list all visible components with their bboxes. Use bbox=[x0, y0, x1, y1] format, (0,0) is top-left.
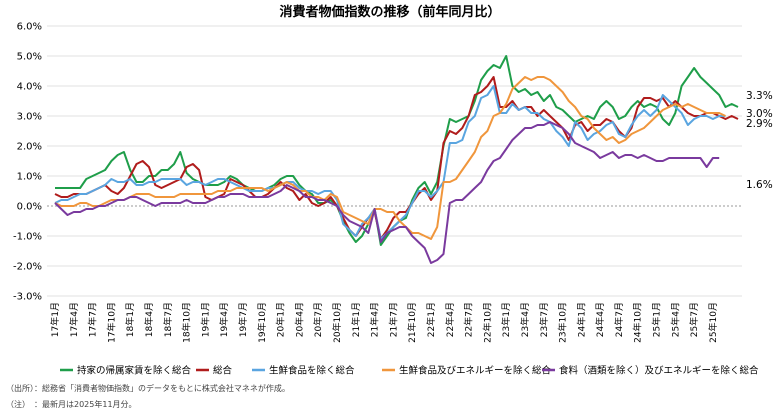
x-tick-label: 23年10月 bbox=[557, 302, 569, 343]
y-tick-label: 0.0% bbox=[17, 202, 42, 213]
x-tick-label: 20年1月 bbox=[275, 302, 287, 337]
source-note: （出所）：総務省「消費者物価指数」のデータをもとに株式会社マネネが作成。 bbox=[6, 384, 290, 393]
x-tick-label: 18年4月 bbox=[143, 302, 155, 337]
x-tick-label: 23年7月 bbox=[538, 302, 550, 337]
x-tick-label: 19年4月 bbox=[218, 302, 230, 337]
x-tick-label: 22年7月 bbox=[463, 302, 475, 337]
end-label: 3.0% bbox=[746, 108, 773, 120]
legend-label: 総合 bbox=[213, 365, 233, 377]
series-lines bbox=[54, 55, 739, 264]
y-axis-ticks: 6.0% 5.0% 4.0% 3.0% 2.0% 1.0% 0.0% -1.0% -2.0% -3… bbox=[13, 22, 42, 303]
x-tick-label: 20年10月 bbox=[331, 302, 343, 343]
x-tick-label: 18年1月 bbox=[124, 302, 136, 337]
legend: 持家の帰属家賃を除く総合 総合 生鮮食品を除く総合 生鮮食品及びエネルギーを除く総合食… bbox=[60, 365, 759, 377]
x-tick-label: 24年7月 bbox=[613, 302, 625, 337]
x-tick-label: 21年7月 bbox=[387, 302, 399, 337]
x-tick-label: 24年10月 bbox=[632, 302, 644, 343]
x-tick-label: 21年4月 bbox=[369, 302, 381, 337]
y-tick-label: 5.0% bbox=[17, 52, 42, 63]
series-line-4 bbox=[54, 121, 720, 264]
x-tick-label: 25年4月 bbox=[669, 302, 681, 337]
x-tick-label: 24年4月 bbox=[594, 302, 606, 337]
end-label: 1.6% bbox=[746, 179, 773, 191]
x-tick-label: 19年10月 bbox=[256, 302, 268, 343]
footnote: （注） ：最新月は2025年11月分。 bbox=[6, 400, 137, 409]
x-tick-label: 20年7月 bbox=[312, 302, 324, 337]
x-tick-label: 25年7月 bbox=[688, 302, 700, 337]
gridlines bbox=[47, 25, 742, 297]
x-tick-label: 19年7月 bbox=[237, 302, 249, 337]
series-line-2 bbox=[54, 85, 726, 240]
y-tick-label: -3.0% bbox=[13, 292, 42, 303]
legend-label: 生鮮食品及びエネルギーを除く総合 bbox=[399, 365, 552, 377]
x-axis-ticks: 17年1月 17年4月 17年7月 17年10月 18年1月 18年4月 18年7月 18年1… bbox=[49, 302, 719, 343]
x-tick-label: 23年1月 bbox=[500, 302, 512, 337]
chart-title: 消費者物価指数の推移（前年同月比） bbox=[279, 4, 500, 20]
x-tick-label: 22年4月 bbox=[444, 302, 456, 337]
end-label: 3.3% bbox=[746, 90, 773, 102]
y-tick-label: 2.0% bbox=[17, 142, 42, 153]
legend-label: 持家の帰属家賃を除く総合 bbox=[77, 365, 192, 377]
end-label: 2.9% bbox=[746, 118, 773, 130]
y-tick-label: 6.0% bbox=[17, 22, 42, 33]
legend-label: 食料（酒類を除く）及びエネルギーを除く総合 bbox=[559, 365, 759, 377]
x-tick-label: 22年10月 bbox=[481, 302, 493, 343]
x-tick-label: 20年4月 bbox=[293, 302, 305, 337]
x-tick-label: 17年1月 bbox=[49, 302, 61, 337]
series-line-3 bbox=[54, 76, 726, 240]
x-tick-label: 17年7月 bbox=[87, 302, 99, 337]
y-tick-label: 4.0% bbox=[17, 82, 42, 93]
y-tick-label: 3.0% bbox=[17, 112, 42, 123]
x-tick-label: 25年1月 bbox=[651, 302, 663, 337]
x-tick-label: 24年1月 bbox=[575, 302, 587, 337]
x-tick-label: 25年10月 bbox=[707, 302, 719, 343]
x-tick-label: 17年4月 bbox=[68, 302, 80, 337]
y-tick-label: -2.0% bbox=[13, 262, 42, 273]
x-tick-label: 22年1月 bbox=[425, 302, 437, 337]
x-tick-label: 18年7月 bbox=[162, 302, 174, 337]
x-tick-label: 21年1月 bbox=[350, 302, 362, 337]
y-tick-label: -1.0% bbox=[13, 232, 42, 243]
end-labels: 3.3% 3.0%2.9% 1.6% bbox=[746, 90, 773, 191]
x-tick-label: 18年10月 bbox=[181, 302, 193, 343]
y-tick-label: 1.0% bbox=[17, 172, 42, 183]
x-tick-label: 23年4月 bbox=[519, 302, 531, 337]
x-tick-label: 19年1月 bbox=[199, 302, 211, 337]
x-tick-label: 21年10月 bbox=[406, 302, 418, 343]
legend-label: 生鮮食品を除く総合 bbox=[269, 365, 355, 377]
x-tick-label: 17年10月 bbox=[105, 302, 117, 343]
